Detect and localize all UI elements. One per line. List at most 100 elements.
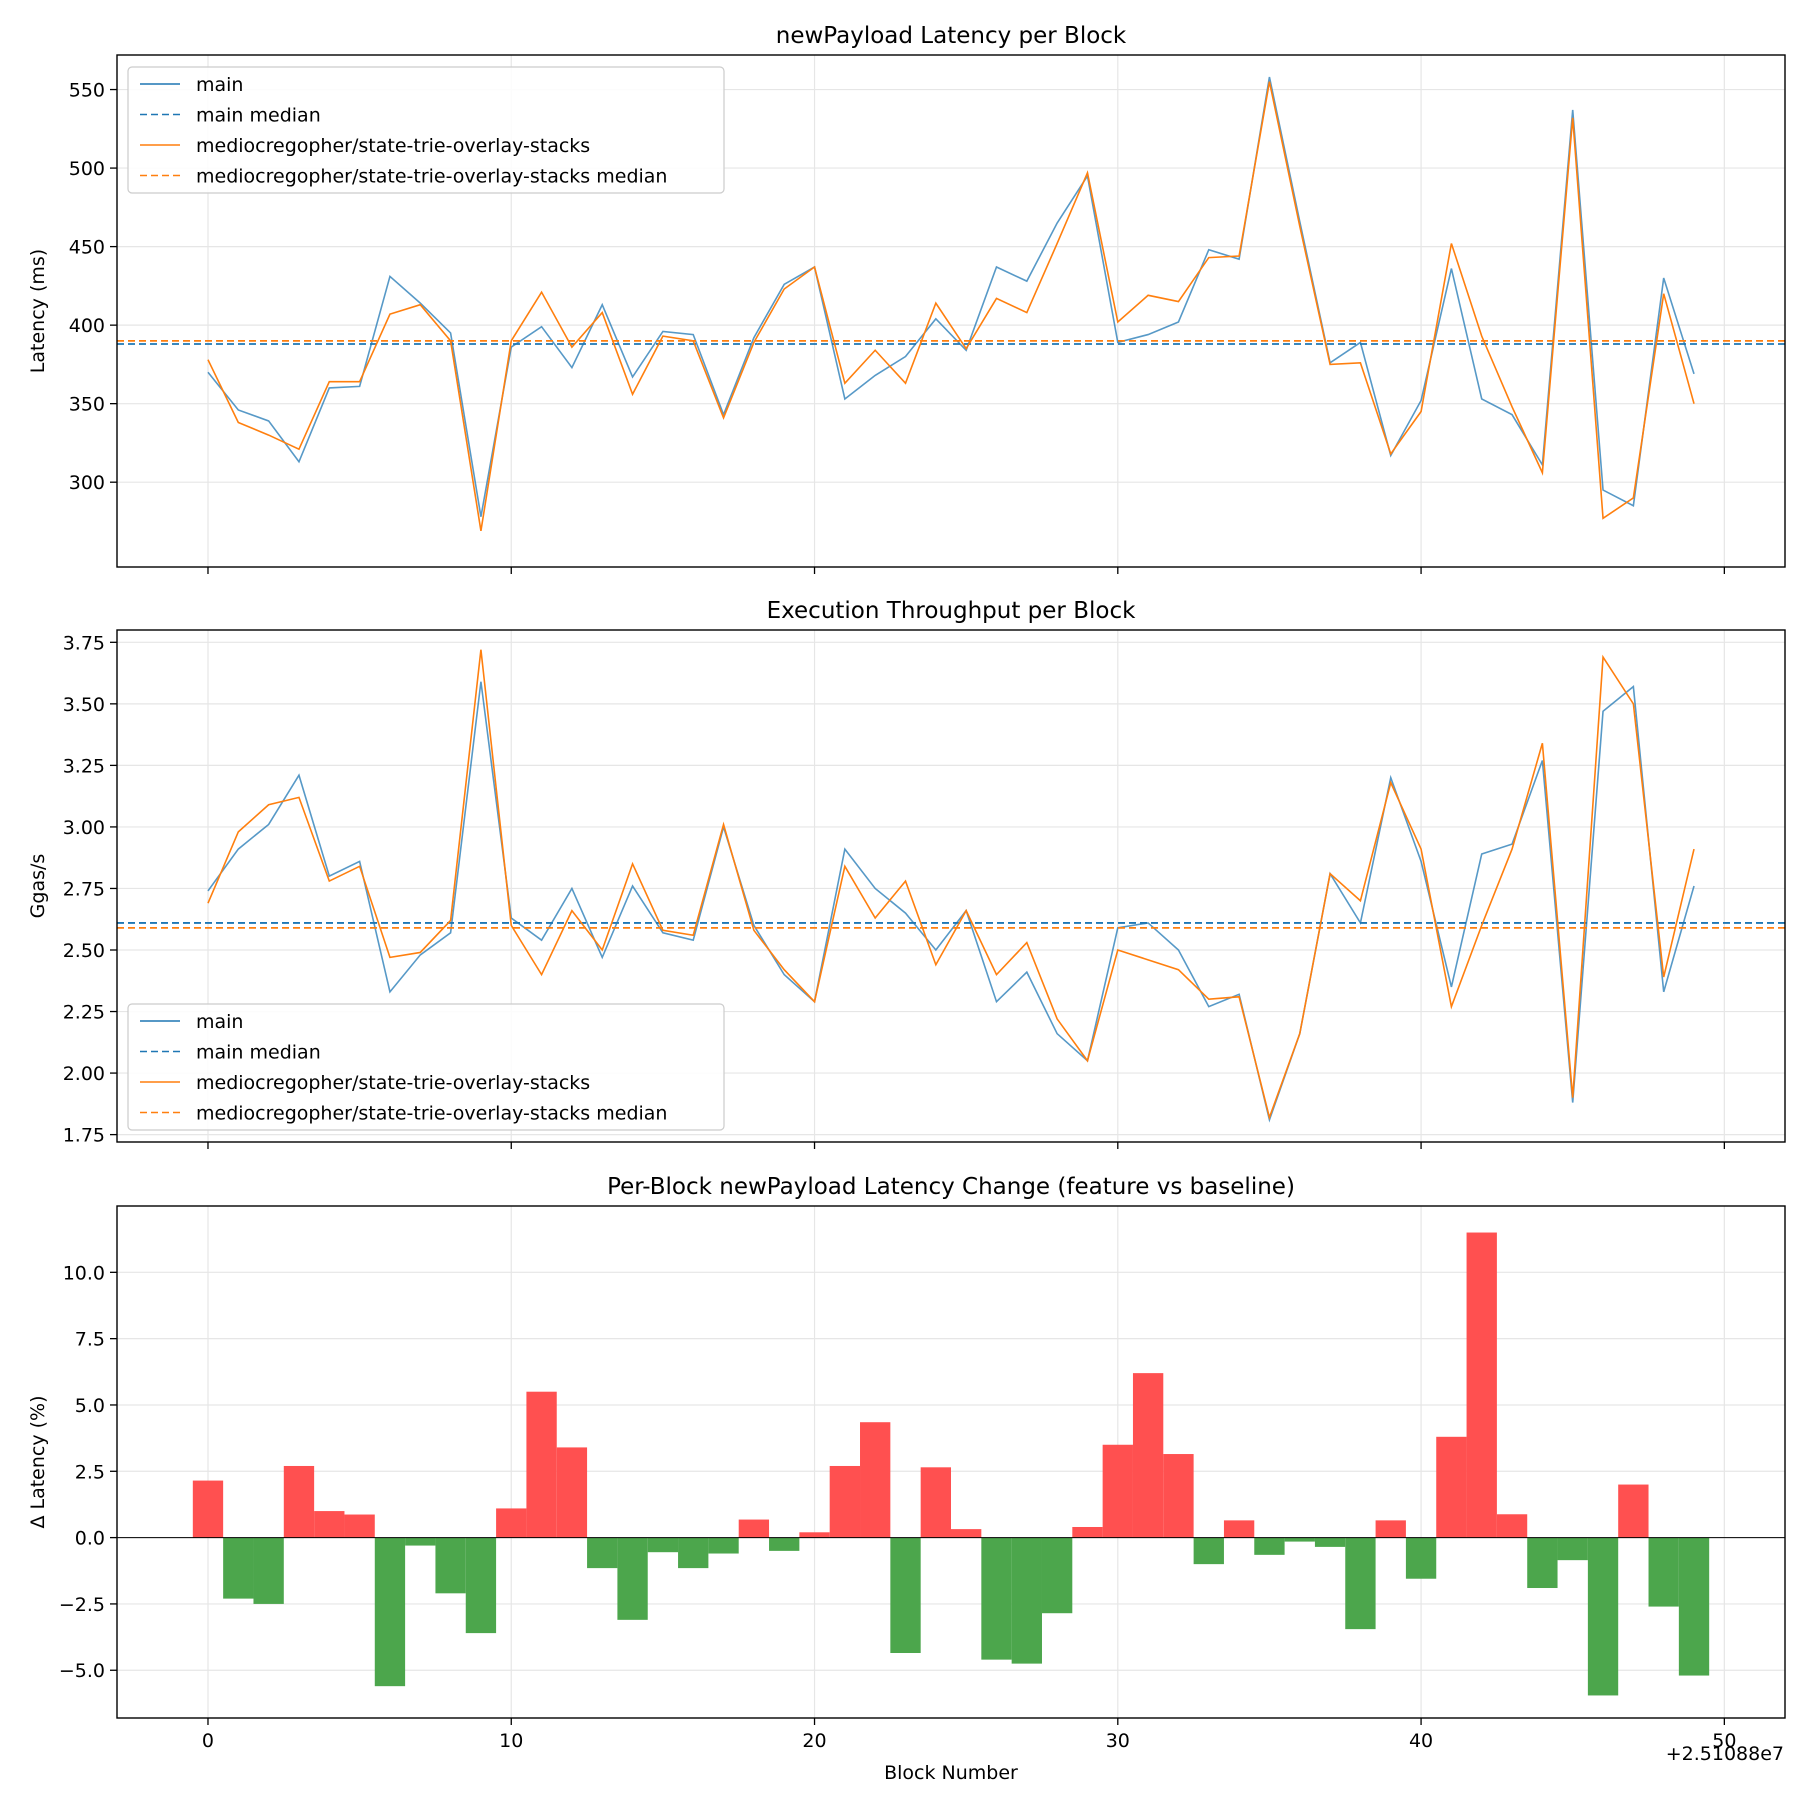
y-tick-label: 3.75 <box>63 632 105 654</box>
x-tick-label: 40 <box>1409 1730 1433 1752</box>
legend: main main median mediocregopher/state-trie… <box>127 1003 725 1131</box>
x-tick-label: 0 <box>202 1730 214 1752</box>
bar <box>314 1511 345 1538</box>
axes-frame <box>116 54 1786 568</box>
bar <box>1436 1436 1467 1538</box>
bar <box>1375 1520 1406 1538</box>
bar <box>435 1537 466 1594</box>
bar <box>556 1447 588 1538</box>
bar <box>1527 1537 1558 1589</box>
y-tick-label: 2.50 <box>63 940 105 962</box>
bar <box>283 1465 315 1538</box>
bar <box>1132 1373 1164 1538</box>
bar <box>1405 1537 1437 1579</box>
series-line-1 <box>207 76 1695 517</box>
plot-area <box>117 649 1785 1123</box>
plot-area <box>117 1232 1785 1696</box>
y-tick-label: 400 <box>69 315 105 337</box>
bar <box>526 1391 557 1538</box>
bar <box>496 1508 527 1538</box>
bar <box>738 1519 770 1538</box>
bar <box>1223 1520 1255 1538</box>
bar <box>890 1537 921 1654</box>
bar <box>344 1514 375 1538</box>
series-line-3 <box>207 649 1695 1121</box>
y-tick-label: −2.5 <box>59 1594 105 1616</box>
bar <box>1587 1537 1619 1696</box>
axes-frame <box>116 1205 1786 1719</box>
y-tick-label: 2.75 <box>63 878 105 900</box>
y-tick-label: 350 <box>69 394 105 416</box>
bar <box>253 1537 284 1604</box>
chart-title: Execution Throughput per Block <box>767 598 1136 624</box>
y-axis-label: Δ Latency (%) <box>27 1395 49 1528</box>
bar <box>1345 1537 1376 1630</box>
y-tick-label: 7.5 <box>75 1329 105 1351</box>
bar <box>1314 1537 1346 1547</box>
legend-label: main <box>196 74 243 96</box>
y-tick-label: 3.25 <box>63 755 105 777</box>
y-tick-label: 2.5 <box>75 1461 105 1483</box>
y-axis-label: Ggas/s <box>27 854 49 919</box>
y-tick-label: 10.0 <box>63 1262 105 1284</box>
bar <box>769 1537 800 1551</box>
bar <box>617 1537 648 1620</box>
bar <box>1557 1537 1588 1561</box>
x-tick-label: 30 <box>1106 1730 1130 1752</box>
y-axis-label: Latency (ms) <box>27 249 49 373</box>
legend-label: main median <box>196 1042 321 1064</box>
chart-title: Per-Block newPayload Latency Change (fea… <box>607 1174 1295 1200</box>
bar <box>1254 1537 1285 1555</box>
bar <box>678 1537 709 1569</box>
bar <box>587 1537 618 1569</box>
legend-box <box>127 1003 725 1131</box>
bar <box>1648 1537 1679 1607</box>
x-axis-label: Block Number <box>884 1762 1018 1784</box>
series-line-1 <box>207 681 1695 1123</box>
bar <box>708 1537 739 1554</box>
y-tick-label: 550 <box>69 80 105 102</box>
bar <box>223 1537 254 1599</box>
bar <box>829 1465 861 1538</box>
bar <box>465 1537 497 1634</box>
y-tick-label: 0.0 <box>75 1528 105 1550</box>
x-tick-label: 10 <box>499 1730 523 1752</box>
bar <box>1163 1454 1194 1538</box>
y-tick-label: 500 <box>69 158 105 180</box>
bar <box>1011 1537 1042 1664</box>
axes-frame <box>116 629 1786 1143</box>
x-offset-label: +2.51088e7 <box>1666 1743 1784 1765</box>
bar <box>1466 1232 1497 1538</box>
plot-area <box>117 76 1785 532</box>
bar <box>647 1537 679 1553</box>
y-tick-label: 2.25 <box>63 1002 105 1024</box>
x-tick-label: 50 <box>1712 1730 1736 1752</box>
y-tick-label: 1.75 <box>63 1125 105 1147</box>
bar <box>1496 1514 1528 1538</box>
y-tick-label: 300 <box>69 472 105 494</box>
legend-label: mediocregopher/state-trie-overlay-stacks… <box>196 1103 667 1125</box>
bar <box>860 1422 891 1538</box>
legend-label: mediocregopher/state-trie-overlay-stacks <box>196 1072 590 1094</box>
legend: main main median mediocregopher/state-trie… <box>127 66 725 194</box>
y-tick-label: 2.00 <box>63 1063 105 1085</box>
series-line-3 <box>207 81 1695 532</box>
legend-box <box>127 66 725 194</box>
bar <box>799 1532 830 1538</box>
legend-label: mediocregopher/state-trie-overlay-stacks… <box>196 166 667 188</box>
bar <box>374 1537 406 1687</box>
bar <box>1102 1444 1133 1538</box>
y-tick-label: 3.50 <box>63 694 105 716</box>
y-tick-label: 450 <box>69 237 105 259</box>
y-tick-label: 5.0 <box>75 1395 105 1417</box>
panel-3: 0 10 20 30 40 50 −5.0 −2.5 0.0 2.5 5.0 7.5 10.0 Per-B… <box>27 1174 1786 1752</box>
chart-title: newPayload Latency per Block <box>776 23 1127 49</box>
bar <box>920 1467 951 1538</box>
legend-label: main median <box>196 105 321 127</box>
panel-2: 1.75 2.00 2.25 2.50 2.75 3.00 3.25 3.50 3.75 Exec… <box>27 598 1786 1149</box>
bar <box>951 1529 982 1538</box>
bar <box>1284 1537 1315 1542</box>
bar <box>1678 1537 1710 1676</box>
y-tick-label: −5.0 <box>59 1660 105 1682</box>
